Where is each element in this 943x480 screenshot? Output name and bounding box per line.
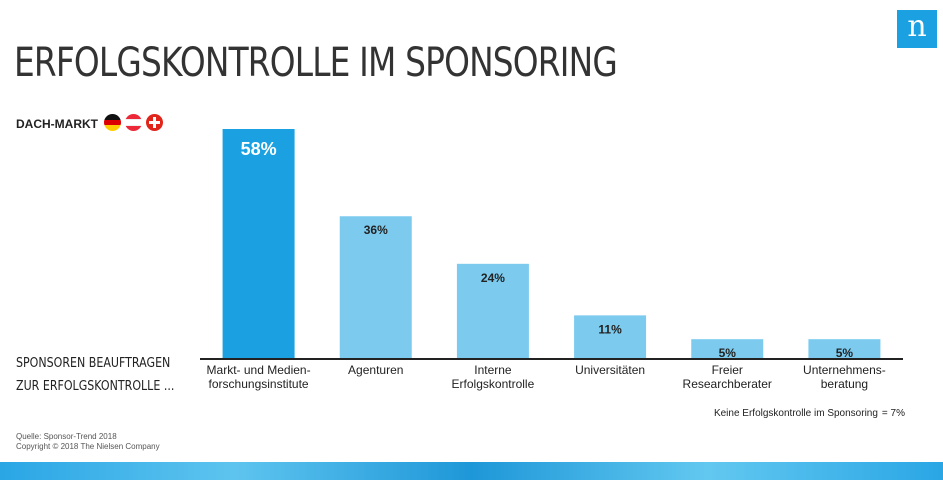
category-label-0: Markt- und Medien-: [207, 363, 311, 377]
category-label-4: Researchberater: [683, 377, 772, 391]
bar-2: [456, 263, 529, 359]
data-label-1: 36%: [364, 223, 388, 237]
footnote-text: Keine Erfolgskontrolle im Sponsoring: [713, 408, 878, 419]
switzerland-flag-icon: [146, 114, 163, 131]
side-label-line-1: SPONSOREN BEAUFTRAGEN: [16, 356, 171, 371]
nielsen-logo: n: [897, 10, 937, 48]
austria-flag-icon: [125, 114, 142, 131]
source-line: Quelle: Sponsor-Trend 2018: [16, 432, 117, 441]
bar-0: [222, 129, 295, 359]
bar-5: [808, 339, 881, 359]
category-label-2: Interne: [474, 363, 512, 377]
category-label-4: Freier: [712, 363, 743, 377]
side-label-line-2: ZUR ERFOLGSKONTROLLE ...: [16, 379, 175, 394]
category-label-3: Universitäten: [575, 363, 645, 377]
footnote-value: = 7%: [881, 408, 905, 419]
flag-group: [104, 114, 163, 131]
category-label-5: Unternehmens-: [803, 363, 886, 377]
footnote: Keine Erfolgskontrolle im Sponsoring = 7%: [714, 408, 905, 419]
copyright-line: Copyright © 2018 The Nielsen Company: [16, 442, 160, 451]
data-label-3: 11%: [598, 322, 622, 336]
category-label-5: beratung: [821, 377, 868, 391]
data-label-2: 24%: [481, 271, 505, 285]
footer-band: [0, 462, 943, 480]
data-label-5: 5%: [836, 346, 854, 360]
bar-4: [691, 339, 764, 359]
category-label-1: Agenturen: [348, 363, 403, 377]
market-label: DACH-MARKT: [16, 117, 98, 131]
category-label-0: forschungsinstitute: [209, 377, 309, 391]
data-label-4: 5%: [719, 346, 737, 360]
page-title: ERFOLGSKONTROLLE IM SPONSORING: [14, 40, 618, 86]
data-label-0: 58%: [241, 139, 277, 159]
category-label-2: Erfolgskontrolle: [452, 377, 535, 391]
bar-1: [339, 216, 412, 359]
germany-flag-icon: [104, 114, 121, 131]
bar-3: [574, 315, 647, 359]
